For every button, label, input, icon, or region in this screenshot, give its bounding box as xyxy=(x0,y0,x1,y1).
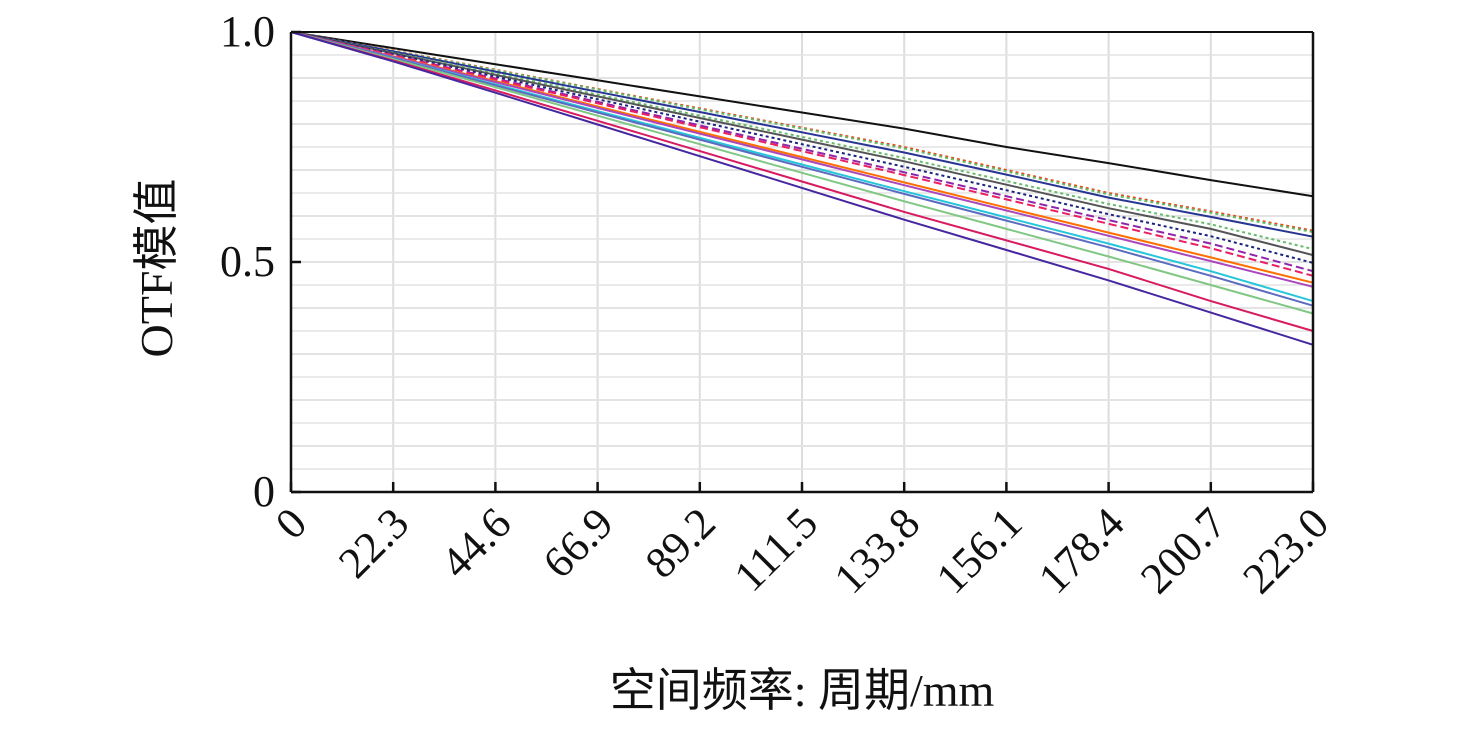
x-axis-title: 空间频率: 周期/mm xyxy=(610,665,995,716)
x-tick-label: 223.0 xyxy=(1233,498,1338,603)
series-line-13 xyxy=(290,31,1314,307)
x-tick-label: 66.9 xyxy=(534,498,623,587)
series-line-11 xyxy=(290,31,1314,288)
series-line-4 xyxy=(290,31,1314,238)
series-line-15 xyxy=(290,31,1314,332)
y-tick-label: 0.5 xyxy=(220,237,275,286)
y-tick-label: 1.0 xyxy=(220,7,275,56)
y-tick-label: 0 xyxy=(253,467,275,516)
series-line-7 xyxy=(290,31,1314,264)
x-tick-label: 133.8 xyxy=(825,498,930,603)
series-line-9 xyxy=(290,31,1314,277)
series-line-16 xyxy=(290,31,1314,346)
series-lines xyxy=(290,31,1314,346)
x-tick-label: 111.5 xyxy=(725,498,827,600)
series-line-14 xyxy=(290,31,1314,315)
x-tick-label: 44.6 xyxy=(431,498,520,587)
y-axis-title: OTF模值 xyxy=(131,179,182,358)
ticks: 0 22.3 44.6 66.9 89.2 111.5133.8156.1178.4200… xyxy=(220,7,1338,603)
grid xyxy=(291,32,1313,492)
series-line-1 xyxy=(290,31,1314,198)
series-line-5 xyxy=(290,31,1314,251)
x-tick-label: 22.3 xyxy=(329,498,418,587)
x-tick-label: 200.7 xyxy=(1131,498,1236,603)
series-line-6 xyxy=(290,31,1314,257)
x-tick-label: 89.2 xyxy=(636,498,725,587)
x-tick-label: 178.4 xyxy=(1029,498,1134,603)
x-tick-label: 156.1 xyxy=(927,498,1032,603)
